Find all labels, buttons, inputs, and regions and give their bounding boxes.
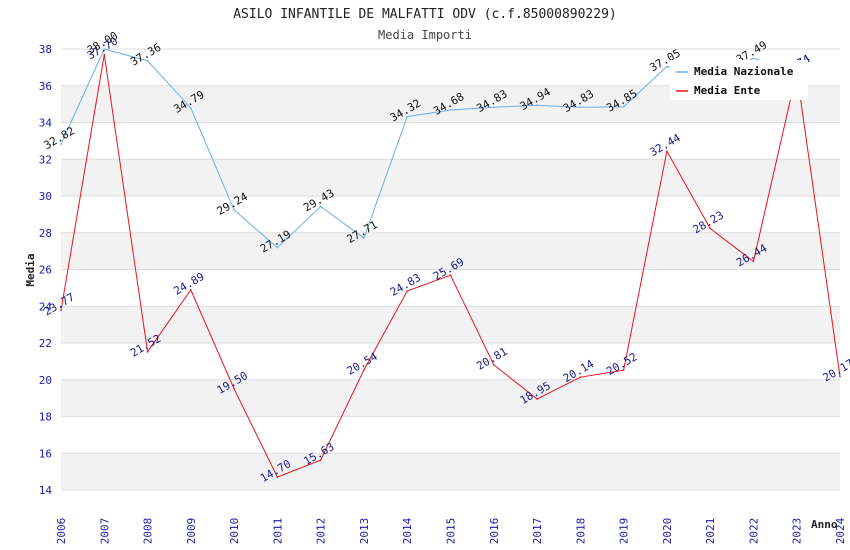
data-label-ente: 20.81 bbox=[474, 345, 509, 373]
y-tick-label: 30 bbox=[39, 190, 52, 203]
data-point-nazionale bbox=[233, 209, 235, 211]
x-tick-label: 2008 bbox=[142, 518, 155, 545]
x-tick-label: 2011 bbox=[271, 518, 284, 545]
x-tick-label: 2010 bbox=[228, 518, 241, 545]
data-point-nazionale bbox=[492, 106, 495, 109]
x-axis-label: Anno bbox=[811, 518, 838, 531]
data-point-nazionale bbox=[276, 246, 279, 249]
x-tick-label: 2013 bbox=[358, 518, 371, 545]
x-axis-ticks: 2006 2007 2008 2009 2010 2011 2012 2013 2014 2015… bbox=[55, 517, 847, 544]
data-point-ente bbox=[146, 351, 149, 353]
band bbox=[61, 453, 840, 490]
x-tick-label: 2007 bbox=[98, 518, 111, 545]
legend-label-nazionale: Media Nazionale bbox=[694, 65, 794, 78]
band bbox=[61, 159, 840, 196]
x-tick-label: 2017 bbox=[531, 518, 544, 545]
data-point-nazionale bbox=[449, 109, 452, 111]
data-point-nazionale bbox=[666, 65, 668, 68]
x-tick-label: 2016 bbox=[488, 518, 501, 545]
data-point-ente bbox=[666, 150, 668, 152]
x-tick-label: 2009 bbox=[185, 518, 198, 545]
data-point-nazionale bbox=[190, 107, 192, 109]
band bbox=[61, 379, 840, 417]
data-point-ente bbox=[190, 289, 192, 291]
data-point-ente bbox=[60, 309, 62, 312]
x-tick-label: 2023 bbox=[791, 518, 804, 545]
data-point-ente bbox=[233, 388, 235, 390]
x-tick-label: 2020 bbox=[661, 518, 674, 545]
data-label-ente: 32.44 bbox=[648, 131, 684, 159]
x-tick-label: 2021 bbox=[704, 518, 717, 545]
y-tick-label: 20 bbox=[39, 374, 52, 387]
data-label-nazionale: 37.36 bbox=[128, 41, 163, 69]
data-point-ente bbox=[536, 398, 538, 400]
data-point-nazionale bbox=[622, 106, 625, 108]
data-point-nazionale bbox=[319, 205, 322, 208]
data-point-ente bbox=[276, 476, 279, 478]
y-tick-label: 38 bbox=[39, 43, 52, 56]
y-tick-label: 18 bbox=[39, 411, 52, 424]
data-point-ente bbox=[622, 369, 625, 371]
x-tick-label: 2012 bbox=[315, 518, 328, 545]
gridlines bbox=[61, 48, 840, 491]
y-axis-label: Media bbox=[24, 253, 37, 286]
x-tick-label: 2019 bbox=[618, 518, 631, 545]
y-tick-label: 24 bbox=[39, 300, 53, 313]
band bbox=[61, 232, 840, 270]
y-tick-label: 34 bbox=[39, 117, 53, 130]
data-point-ente bbox=[406, 290, 409, 292]
data-label-ente: 28.23 bbox=[691, 209, 726, 237]
data-point-ente bbox=[319, 459, 322, 461]
legend-box bbox=[670, 60, 808, 100]
x-tick-label: 2024 bbox=[834, 517, 847, 544]
y-tick-label: 36 bbox=[39, 80, 52, 93]
data-label-ente: 20.52 bbox=[604, 350, 639, 378]
data-point-nazionale bbox=[536, 104, 538, 107]
x-tick-label: 2022 bbox=[747, 518, 760, 545]
y-tick-label: 32 bbox=[39, 153, 52, 166]
y-tick-label: 16 bbox=[39, 447, 52, 460]
x-tick-label: 2018 bbox=[574, 518, 587, 545]
x-tick-label: 2014 bbox=[401, 517, 414, 544]
background-bands bbox=[61, 85, 840, 490]
data-label-ente: 24.89 bbox=[171, 270, 206, 298]
data-point-ente bbox=[752, 260, 755, 263]
y-tick-label: 22 bbox=[39, 337, 52, 350]
data-point-nazionale bbox=[406, 115, 409, 118]
data-point-nazionale bbox=[146, 59, 149, 62]
data-point-nazionale bbox=[60, 143, 62, 145]
data-point-ente bbox=[839, 375, 841, 378]
data-point-nazionale bbox=[752, 57, 755, 60]
y-tick-label: 14 bbox=[39, 484, 53, 497]
x-tick-label: 2015 bbox=[445, 518, 458, 545]
data-point-ente bbox=[579, 376, 582, 378]
y-tick-label: 26 bbox=[39, 264, 52, 277]
band bbox=[61, 306, 840, 343]
y-tick-label: 28 bbox=[39, 227, 52, 240]
data-point-ente bbox=[103, 53, 106, 56]
y-axis-ticks: 14 16 18 20 22 24 26 28 30 32 34 36 38 bbox=[39, 43, 53, 497]
data-point-ente bbox=[363, 369, 365, 371]
x-tick-label: 2006 bbox=[55, 518, 68, 545]
chart-title: ASILO INFANTILE DE MALFATTI ODV (c.f.850… bbox=[233, 7, 617, 22]
legend: Media Nazionale Media Ente bbox=[670, 60, 808, 100]
data-point-nazionale bbox=[363, 237, 365, 239]
legend-label-ente: Media Ente bbox=[694, 84, 761, 97]
data-point-ente bbox=[492, 364, 495, 366]
data-point-ente bbox=[709, 227, 711, 230]
data-point-nazionale bbox=[579, 106, 582, 109]
data-point-nazionale bbox=[103, 48, 106, 50]
chart-subtitle: Media Importi bbox=[378, 28, 472, 42]
data-point-ente bbox=[449, 274, 452, 276]
